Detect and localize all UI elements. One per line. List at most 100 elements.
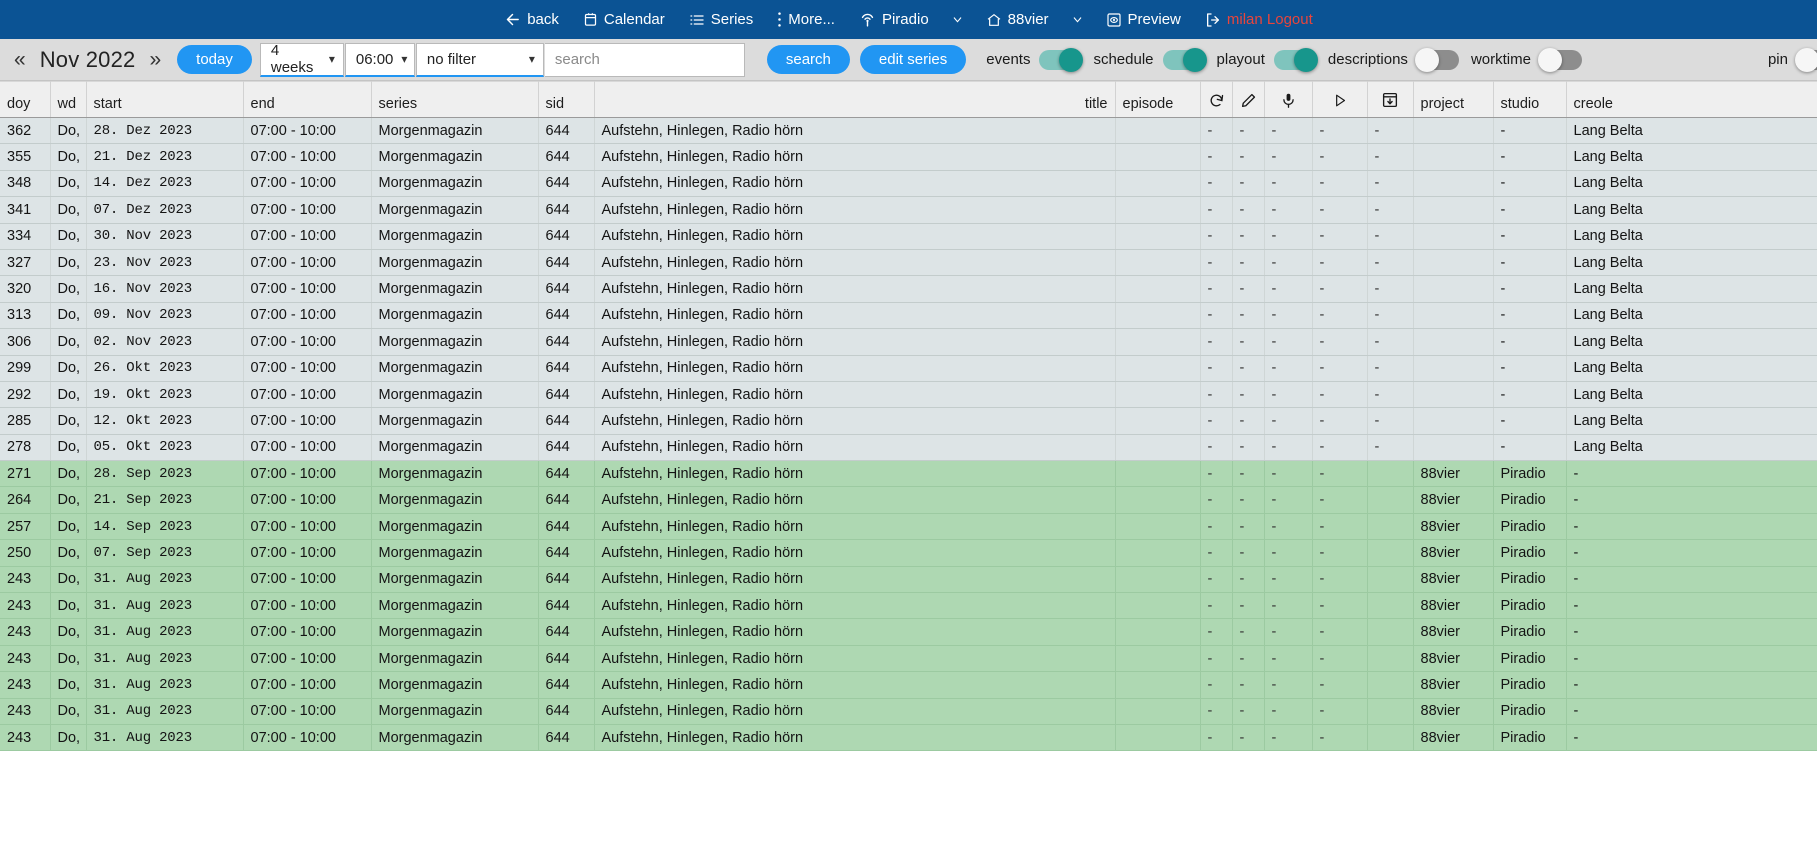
cell-edit[interactable]: -: [1232, 355, 1265, 382]
cell-end[interactable]: 07:00 - 10:00: [243, 724, 372, 752]
cell-play[interactable]: -: [1312, 460, 1368, 488]
table-row[interactable]: 278 Do, 05. Okt 2023 07:00 - 10:00 Morgenmag…: [0, 434, 1817, 462]
column-header-edit[interactable]: [1232, 81, 1265, 118]
cell-creole[interactable]: Lang Belta: [1566, 196, 1817, 224]
cell-creole[interactable]: Lang Belta: [1566, 328, 1817, 356]
cell-episode[interactable]: [1115, 117, 1201, 145]
cell-wd[interactable]: Do,: [50, 143, 87, 171]
cell-sid[interactable]: 644: [538, 566, 595, 594]
cell-series[interactable]: Morgenmagazin: [371, 117, 539, 145]
table-row[interactable]: 341 Do, 07. Dez 2023 07:00 - 10:00 Morgenmag…: [0, 196, 1817, 224]
cell-episode[interactable]: [1115, 407, 1201, 435]
cell-start[interactable]: 26. Okt 2023: [86, 355, 244, 382]
cell-microphone[interactable]: -: [1264, 618, 1313, 646]
cell-episode[interactable]: [1115, 170, 1201, 198]
cell-studio[interactable]: -: [1493, 381, 1567, 409]
cell-studio[interactable]: -: [1493, 196, 1567, 224]
cell-end[interactable]: 07:00 - 10:00: [243, 698, 372, 725]
cell-wd[interactable]: Do,: [50, 249, 87, 277]
cell-title[interactable]: Aufstehn, Hinlegen, Radio hörn: [594, 302, 1116, 330]
cell-creole[interactable]: Lang Belta: [1566, 302, 1817, 330]
cell-series[interactable]: Morgenmagazin: [371, 249, 539, 277]
cell-doy[interactable]: 243: [0, 698, 51, 725]
cell-doy[interactable]: 243: [0, 618, 51, 646]
column-header-episode[interactable]: episode: [1115, 81, 1201, 118]
cell-archive[interactable]: [1367, 645, 1414, 673]
next-period-button[interactable]: »: [149, 48, 162, 71]
cell-start[interactable]: 23. Nov 2023: [86, 249, 244, 277]
cell-studio[interactable]: Piradio: [1493, 460, 1567, 488]
cell-edit[interactable]: -: [1232, 302, 1265, 330]
cell-play[interactable]: -: [1312, 196, 1368, 224]
cell-repeat[interactable]: -: [1200, 724, 1233, 752]
column-header-series[interactable]: series: [371, 81, 539, 118]
cell-doy[interactable]: 243: [0, 645, 51, 673]
cell-title[interactable]: Aufstehn, Hinlegen, Radio hörn: [594, 143, 1116, 171]
cell-repeat[interactable]: -: [1200, 486, 1233, 514]
cell-doy[interactable]: 271: [0, 460, 51, 488]
prev-period-button[interactable]: «: [14, 48, 26, 71]
weeks-range-select[interactable]: 4 weeks ▾: [259, 42, 344, 77]
search-input[interactable]: search: [544, 42, 745, 77]
cell-creole[interactable]: Lang Belta: [1566, 355, 1817, 382]
cell-project[interactable]: 88vier: [1413, 460, 1494, 488]
cell-episode[interactable]: [1115, 355, 1201, 382]
cell-title[interactable]: Aufstehn, Hinlegen, Radio hörn: [594, 618, 1116, 646]
cell-series[interactable]: Morgenmagazin: [371, 355, 539, 382]
playout-toggle[interactable]: [1273, 47, 1318, 72]
cell-repeat[interactable]: -: [1200, 328, 1233, 356]
cell-title[interactable]: Aufstehn, Hinlegen, Radio hörn: [594, 355, 1116, 382]
cell-archive[interactable]: [1367, 671, 1414, 699]
cell-creole[interactable]: -: [1566, 724, 1817, 752]
cell-episode[interactable]: [1115, 698, 1201, 725]
cell-wd[interactable]: Do,: [50, 434, 87, 462]
cell-edit[interactable]: -: [1232, 196, 1265, 224]
cell-project[interactable]: [1413, 434, 1494, 462]
cell-microphone[interactable]: -: [1264, 698, 1313, 725]
cell-project[interactable]: [1413, 355, 1494, 382]
schedule-toggle[interactable]: [1162, 47, 1207, 72]
cell-project[interactable]: [1413, 328, 1494, 356]
cell-project[interactable]: 88vier: [1413, 671, 1494, 699]
schedule-table-container[interactable]: doy wd start end series sid title episod…: [0, 81, 1817, 856]
cell-title[interactable]: Aufstehn, Hinlegen, Radio hörn: [594, 698, 1116, 725]
table-row[interactable]: 334 Do, 30. Nov 2023 07:00 - 10:00 Morgenmag…: [0, 223, 1817, 250]
cell-creole[interactable]: -: [1566, 592, 1817, 620]
cell-doy[interactable]: 306: [0, 328, 51, 356]
cell-repeat[interactable]: -: [1200, 566, 1233, 594]
cell-play[interactable]: -: [1312, 328, 1368, 356]
filter-select[interactable]: no filter ▾: [415, 42, 544, 77]
cell-episode[interactable]: [1115, 671, 1201, 699]
cell-studio[interactable]: -: [1493, 328, 1567, 356]
cell-project[interactable]: 88vier: [1413, 645, 1494, 673]
cell-doy[interactable]: 243: [0, 671, 51, 699]
cell-wd[interactable]: Do,: [50, 170, 87, 198]
cell-start[interactable]: 31. Aug 2023: [86, 618, 244, 646]
cell-archive[interactable]: [1367, 724, 1414, 752]
cell-episode[interactable]: [1115, 460, 1201, 488]
cell-archive[interactable]: [1367, 460, 1414, 488]
cell-start[interactable]: 09. Nov 2023: [86, 302, 244, 330]
cell-end[interactable]: 07:00 - 10:00: [243, 328, 372, 356]
column-header-archive[interactable]: [1367, 81, 1414, 118]
nav-calendar-button[interactable]: Calendar: [571, 0, 677, 39]
cell-title[interactable]: Aufstehn, Hinlegen, Radio hörn: [594, 249, 1116, 277]
cell-sid[interactable]: 644: [538, 645, 595, 673]
cell-series[interactable]: Morgenmagazin: [371, 724, 539, 752]
cell-microphone[interactable]: -: [1264, 249, 1313, 277]
cell-episode[interactable]: [1115, 302, 1201, 330]
cell-wd[interactable]: Do,: [50, 486, 87, 514]
cell-project[interactable]: [1413, 170, 1494, 198]
cell-start[interactable]: 05. Okt 2023: [86, 434, 244, 462]
nav-more-button[interactable]: More...: [765, 0, 847, 39]
cell-edit[interactable]: -: [1232, 592, 1265, 620]
cell-project[interactable]: 88vier: [1413, 618, 1494, 646]
cell-start[interactable]: 31. Aug 2023: [86, 592, 244, 620]
cell-repeat[interactable]: -: [1200, 592, 1233, 620]
cell-end[interactable]: 07:00 - 10:00: [243, 513, 372, 541]
column-header-studio[interactable]: studio: [1493, 81, 1567, 118]
table-row[interactable]: 250 Do, 07. Sep 2023 07:00 - 10:00 Morgenmag…: [0, 539, 1817, 567]
cell-start[interactable]: 19. Okt 2023: [86, 381, 244, 409]
cell-wd[interactable]: Do,: [50, 618, 87, 646]
cell-project[interactable]: 88vier: [1413, 513, 1494, 541]
